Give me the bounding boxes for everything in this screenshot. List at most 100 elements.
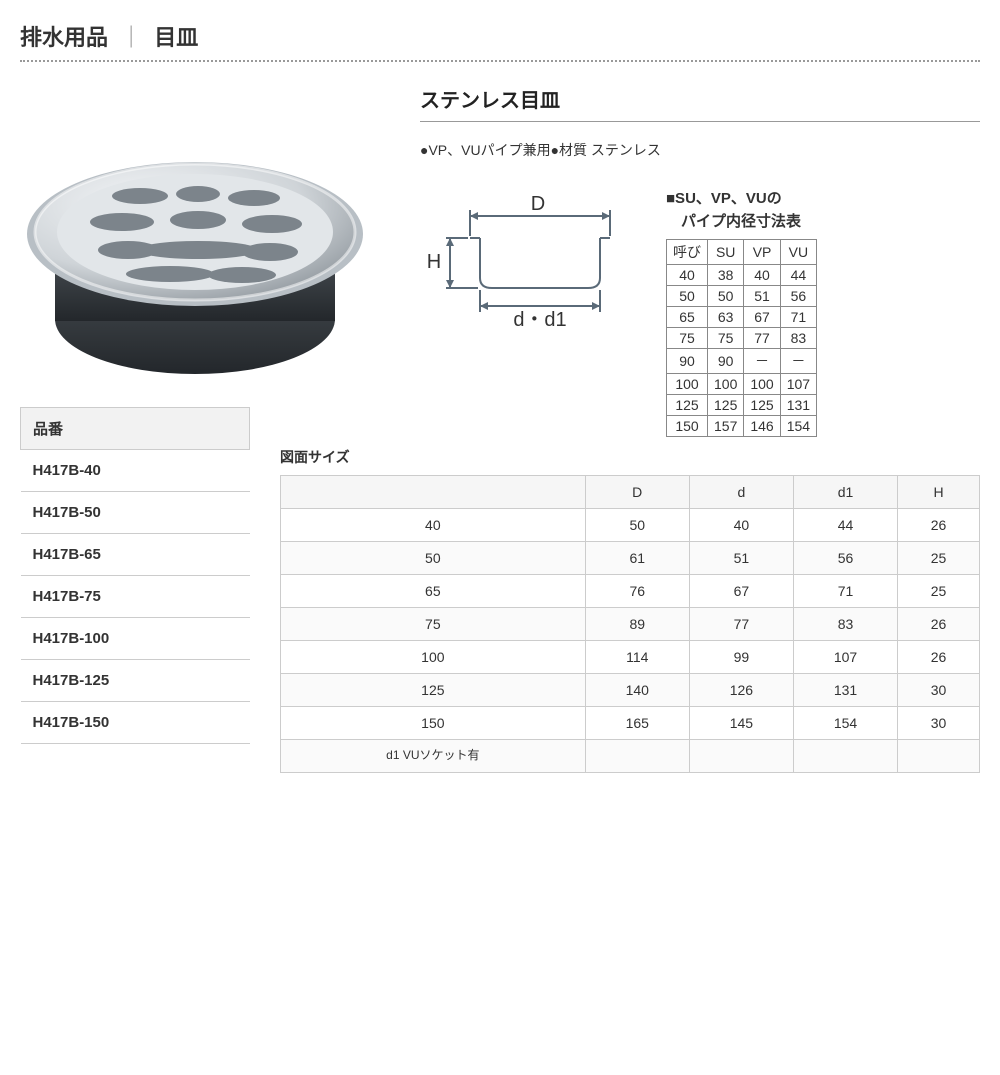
part-row: H417B-40 xyxy=(21,450,250,492)
pipe-cell: 90 xyxy=(708,349,744,374)
pipe-cell: 107 xyxy=(780,374,816,395)
part-number: H417B-40 xyxy=(21,450,250,492)
pipe-cell: 75 xyxy=(708,328,744,349)
size-cell: 100 xyxy=(281,641,586,674)
size-cell: 40 xyxy=(689,509,793,542)
pipe-col-header: 呼び xyxy=(667,240,708,265)
part-number: H417B-100 xyxy=(21,618,250,660)
size-cell: 61 xyxy=(585,542,689,575)
size-cell: 50 xyxy=(585,509,689,542)
part-row: H417B-75 xyxy=(21,576,250,618)
header-divider: ｜ xyxy=(120,25,142,50)
pipe-cell: 40 xyxy=(744,265,780,286)
size-cell: 71 xyxy=(793,575,897,608)
pipe-cell: 75 xyxy=(667,328,708,349)
size-col-header: d xyxy=(689,476,793,509)
size-cell: 25 xyxy=(898,542,980,575)
size-row: 1001149910726 xyxy=(281,641,980,674)
diagram-label-d: D xyxy=(531,193,545,215)
pipe-cell: 157 xyxy=(708,416,744,437)
size-cell: 140 xyxy=(585,674,689,707)
pipe-title-line2: パイプ内径寸法表 xyxy=(666,213,801,230)
pipe-cell: 90 xyxy=(667,349,708,374)
pipe-title-line1: ■SU、VP、VUの xyxy=(666,190,782,207)
size-cell: 99 xyxy=(689,641,793,674)
pipe-row: 150157146154 xyxy=(667,416,817,437)
pipe-cell: 65 xyxy=(667,307,708,328)
pipe-cell: 71 xyxy=(780,307,816,328)
pipe-cell: 150 xyxy=(667,416,708,437)
size-cell: 83 xyxy=(793,608,897,641)
pipe-row: 50505156 xyxy=(667,286,817,307)
size-cell: 50 xyxy=(281,542,586,575)
pipe-row: 75757783 xyxy=(667,328,817,349)
drawing-size-table: Ddd1H 4050404426506151562565766771257589… xyxy=(280,475,980,773)
size-col-header: d1 xyxy=(793,476,897,509)
pipe-col-header: VP xyxy=(744,240,780,265)
pipe-row: 40384044 xyxy=(667,265,817,286)
pipe-cell: 44 xyxy=(780,265,816,286)
sizes-title: 図面サイズ xyxy=(280,447,980,467)
size-empty-cell xyxy=(898,740,980,773)
pipe-cell: 56 xyxy=(780,286,816,307)
size-empty-cell xyxy=(585,740,689,773)
size-cell: 40 xyxy=(281,509,586,542)
size-cell: 26 xyxy=(898,641,980,674)
pipe-dimension-table: 呼びSUVPVU 4038404450505156656367717575778… xyxy=(666,239,817,437)
pipe-cell: 125 xyxy=(708,395,744,416)
pipe-cell: 51 xyxy=(744,286,780,307)
part-number: H417B-75 xyxy=(21,576,250,618)
pipe-cell: 50 xyxy=(667,286,708,307)
size-cell: 30 xyxy=(898,707,980,740)
size-cell: 26 xyxy=(898,509,980,542)
size-row: 7589778326 xyxy=(281,608,980,641)
size-cell: 56 xyxy=(793,542,897,575)
pipe-cell: 67 xyxy=(744,307,780,328)
size-cell: 154 xyxy=(793,707,897,740)
size-cell: 125 xyxy=(281,674,586,707)
diagram-label-h: H xyxy=(427,251,441,273)
product-notes: ●VP、VUパイプ兼用●材質 ステンレス xyxy=(420,140,980,160)
pipe-row: 9090－－ xyxy=(667,349,817,374)
size-cell: 107 xyxy=(793,641,897,674)
pipe-cell: 125 xyxy=(744,395,780,416)
size-row: 5061515625 xyxy=(281,542,980,575)
size-cell: 65 xyxy=(281,575,586,608)
size-cell: 145 xyxy=(689,707,793,740)
part-row: H417B-125 xyxy=(21,660,250,702)
size-cell: 25 xyxy=(898,575,980,608)
product-title: ステンレス目皿 xyxy=(420,84,980,122)
size-cell: 126 xyxy=(689,674,793,707)
part-number-table: 品番 H417B-40H417B-50H417B-65H417B-75H417B… xyxy=(20,407,250,744)
size-cell: 165 xyxy=(585,707,689,740)
pipe-cell: 40 xyxy=(667,265,708,286)
pipe-cell: 77 xyxy=(744,328,780,349)
pipe-cell: － xyxy=(744,349,780,374)
size-empty-cell xyxy=(793,740,897,773)
size-row: 12514012613130 xyxy=(281,674,980,707)
pipe-cell: 63 xyxy=(708,307,744,328)
part-number: H417B-150 xyxy=(21,702,250,744)
pipe-cell: 83 xyxy=(780,328,816,349)
pipe-col-header: SU xyxy=(708,240,744,265)
pipe-cell: 125 xyxy=(667,395,708,416)
size-col-header: H xyxy=(898,476,980,509)
size-cell: 51 xyxy=(689,542,793,575)
size-cell: 114 xyxy=(585,641,689,674)
size-cell: 67 xyxy=(689,575,793,608)
size-col-header xyxy=(281,476,586,509)
pipe-cell: 131 xyxy=(780,395,816,416)
size-empty-cell xyxy=(689,740,793,773)
size-cell: 75 xyxy=(281,608,586,641)
size-cell: 150 xyxy=(281,707,586,740)
size-row: 6576677125 xyxy=(281,575,980,608)
pipe-col-header: VU xyxy=(780,240,816,265)
diagram-label-dd1: d・d1 xyxy=(513,309,566,328)
part-row: H417B-65 xyxy=(21,534,250,576)
pipe-row: 65636771 xyxy=(667,307,817,328)
subcategory-label: 目皿 xyxy=(154,25,198,50)
part-number: H417B-50 xyxy=(21,492,250,534)
size-footnote-row: d1 VUソケット有 xyxy=(281,740,980,773)
size-cell: 77 xyxy=(689,608,793,641)
pipe-table-title: ■SU、VP、VUの パイプ内径寸法表 xyxy=(666,188,817,233)
